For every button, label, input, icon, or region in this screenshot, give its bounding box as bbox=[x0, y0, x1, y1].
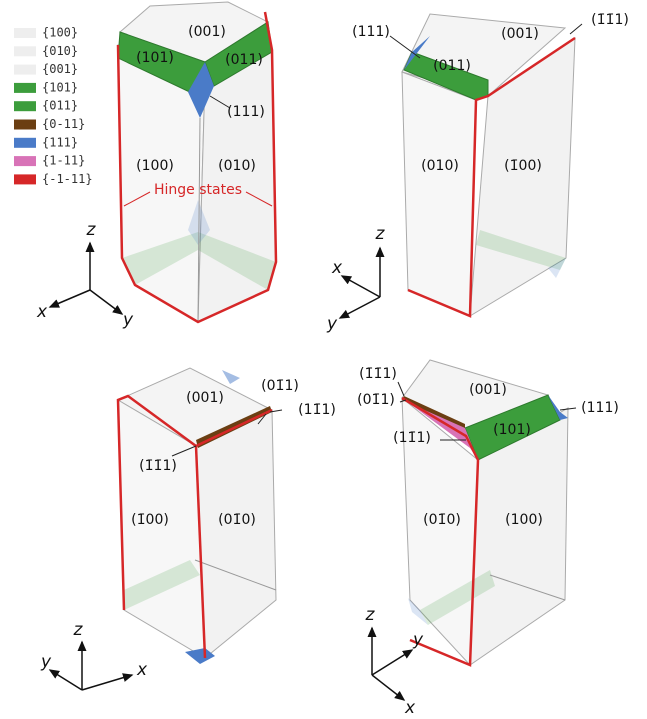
facet-label: (011) bbox=[433, 58, 471, 74]
facet-label: (11̄1) bbox=[298, 402, 336, 418]
face bbox=[196, 410, 276, 658]
facet-label: (1̄1̄1) bbox=[359, 366, 397, 382]
facet-label: (111) bbox=[352, 24, 390, 40]
axis-label: y bbox=[326, 314, 338, 334]
facet-label: (1̄00) bbox=[504, 158, 542, 174]
facet-label: (1̄00) bbox=[131, 512, 169, 528]
facet-label: (001) bbox=[501, 26, 539, 42]
leader bbox=[570, 24, 582, 34]
legend-label: {101} bbox=[42, 80, 78, 94]
axis-arrow bbox=[372, 675, 404, 700]
axis-label: x bbox=[136, 660, 148, 680]
leader bbox=[398, 382, 404, 396]
legend-label: {011} bbox=[42, 99, 78, 113]
legend-swatch bbox=[14, 138, 36, 148]
axis-label: z bbox=[73, 620, 84, 640]
legend-label: {0-11} bbox=[42, 117, 85, 131]
axis-label: y bbox=[122, 310, 134, 330]
panel-2: (111) (001) (1̄1̄1) (011) (010) (1̄00) z… bbox=[326, 12, 629, 334]
facet-label: (01̄0) bbox=[423, 512, 461, 528]
legend-label: {010} bbox=[42, 44, 78, 58]
facet-label: (111) bbox=[227, 104, 265, 120]
legend-swatch bbox=[14, 174, 36, 184]
facet-label: (111) bbox=[581, 400, 619, 416]
facet-label: (01̄0) bbox=[218, 512, 256, 528]
legend-swatch bbox=[14, 83, 36, 93]
axis-arrow bbox=[82, 675, 132, 690]
facet-label: (1̄1̄1) bbox=[591, 12, 629, 28]
facet-label: (01̄1) bbox=[261, 378, 299, 394]
legend-swatch bbox=[14, 156, 36, 166]
axis-label: x bbox=[36, 302, 48, 322]
facet-label: (101) bbox=[493, 422, 531, 438]
panel-4: (1̄1̄1) (01̄1) (001) (111) (11̄1) (101) … bbox=[357, 360, 619, 718]
facet-label: (100) bbox=[505, 512, 543, 528]
legend-swatch bbox=[14, 65, 36, 75]
axis-label: z bbox=[365, 605, 376, 625]
axis-arrow bbox=[50, 670, 82, 690]
facet-label: (010) bbox=[218, 158, 256, 174]
facet-label: (010) bbox=[421, 158, 459, 174]
legend-swatch bbox=[14, 120, 36, 130]
faint-facet bbox=[222, 370, 240, 384]
axis-arrow bbox=[342, 276, 380, 297]
facet-label: (1̄1̄1) bbox=[139, 458, 177, 474]
facet-label: (01̄1) bbox=[357, 392, 395, 408]
hinge-label: Hinge states bbox=[154, 182, 242, 198]
axis-label: z bbox=[86, 220, 97, 240]
facet-label: (101) bbox=[136, 50, 174, 66]
facet-label: (011) bbox=[225, 52, 263, 68]
axis-label: y bbox=[412, 630, 424, 650]
facet-label: (001) bbox=[186, 390, 224, 406]
legend-swatch bbox=[14, 101, 36, 111]
legend-label: {111} bbox=[42, 135, 78, 149]
figure: {100} {010} {001} {101} {011} {0-11} {111} {1-1… bbox=[0, 0, 647, 719]
legend-label: {-1-11} bbox=[42, 172, 93, 186]
legend-swatch bbox=[14, 28, 36, 38]
legend-swatch bbox=[14, 46, 36, 56]
axis-arrow bbox=[50, 290, 90, 307]
facet-label: (100) bbox=[136, 158, 174, 174]
axis-label: y bbox=[40, 652, 52, 672]
facet-label: (001) bbox=[469, 382, 507, 398]
axis-label: x bbox=[331, 258, 343, 278]
face bbox=[402, 72, 476, 316]
axis-arrow bbox=[90, 290, 122, 314]
legend-label: {001} bbox=[42, 62, 78, 76]
facet-label: (001) bbox=[188, 24, 226, 40]
legend-label: {100} bbox=[42, 26, 78, 40]
legend-label: {1-11} bbox=[42, 154, 85, 168]
legend: {100} {010} {001} {101} {011} {0-11} {111} {1-1… bbox=[14, 26, 93, 186]
axis-arrow bbox=[340, 297, 380, 318]
axis-label: x bbox=[404, 698, 416, 718]
axis-arrow bbox=[372, 650, 412, 675]
axis-label: z bbox=[375, 224, 386, 244]
panel-3: (001) (01̄1) (11̄1) (1̄1̄1) (1̄00) (01̄0… bbox=[40, 368, 336, 690]
facet-label: (11̄1) bbox=[393, 430, 431, 446]
